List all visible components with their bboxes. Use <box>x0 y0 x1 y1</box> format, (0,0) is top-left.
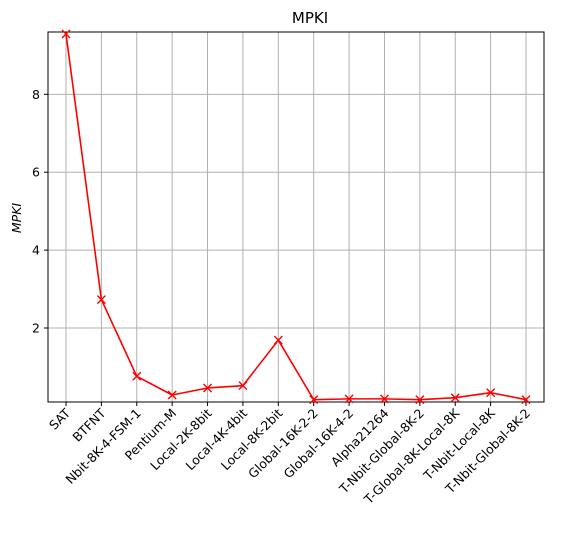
data-point-marker <box>521 395 531 405</box>
data-point-marker <box>379 394 389 404</box>
data-point-marker <box>273 335 283 345</box>
axis-ticks: SATBTFNTNbit-8K-4-FSM-1Pentium-MLocal-2K… <box>32 87 533 508</box>
x-tick-label: SAT <box>46 405 73 432</box>
data-point-marker <box>203 383 213 393</box>
grid-lines <box>48 32 544 402</box>
data-point-marker <box>132 371 142 381</box>
data-point-marker <box>167 390 177 400</box>
data-point-marker <box>486 388 496 398</box>
series-line <box>65 33 527 401</box>
series-layer <box>61 29 531 405</box>
y-tick-label: 2 <box>32 321 40 336</box>
y-tick-label: 4 <box>32 243 40 258</box>
data-point-marker <box>344 394 354 404</box>
data-point-marker <box>96 295 106 305</box>
data-point-marker <box>450 393 460 403</box>
y-axis-label: MPKI <box>9 203 24 234</box>
data-point-marker <box>309 395 319 405</box>
plot-area-frame <box>47 31 545 403</box>
y-tick-label: 6 <box>32 165 40 180</box>
y-tick-label: 8 <box>32 87 40 102</box>
data-point-marker <box>61 29 71 39</box>
data-point-marker <box>415 395 425 405</box>
chart-title: MPKI <box>292 9 328 27</box>
data-point-marker <box>238 381 248 391</box>
